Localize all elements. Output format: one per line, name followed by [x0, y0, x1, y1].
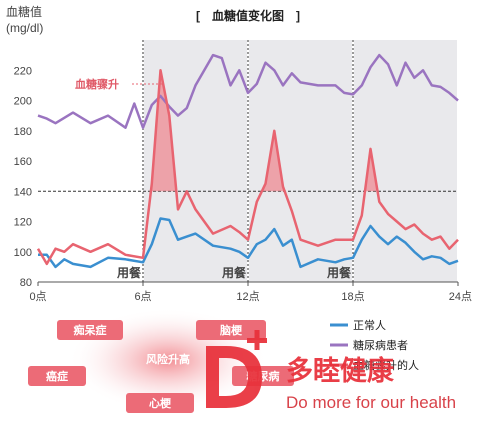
spike-area-0	[150, 70, 177, 192]
legend-label-diabetic: 糖尿病患者	[353, 338, 408, 352]
y-tick-label-5: 180	[14, 126, 32, 138]
brand-slogan: Do more for our health	[286, 393, 456, 412]
brand-logo-icon	[206, 330, 267, 408]
y-tick-label-3: 140	[14, 186, 32, 198]
risk-pill-cancer-label: 癌症	[46, 369, 68, 383]
series-line-normal	[38, 217, 459, 269]
risk-pill-cerebral-infarction: 脑梗	[196, 320, 266, 340]
x-tick-label-2: 12点	[236, 290, 259, 303]
chart-axes	[37, 40, 459, 286]
x-tick-label-4: 24点	[449, 290, 472, 303]
risk-pill-cancer: 癌症	[28, 366, 86, 386]
risk-pill-heart-attack-bg	[126, 393, 194, 413]
x-tick-label-3: 18点	[341, 290, 364, 303]
legend-item-diabetic: 糖尿病患者	[330, 338, 408, 352]
x-tick-label-1: 6点	[134, 290, 151, 303]
risk-pill-dementia-label: 痴呆症	[74, 323, 107, 337]
risk-pill-cerebral-infarction-label: 脑梗	[220, 323, 243, 337]
series-lines	[36, 53, 459, 269]
risk-pill-heart-attack: 心梗	[126, 393, 194, 413]
meal-label-2: 用餐	[326, 265, 352, 280]
meal-labels: 用餐 用餐 用餐	[116, 265, 352, 280]
risk-pill-heart-attack-label: 心梗	[149, 396, 172, 410]
y-tick-label-6: 200	[14, 96, 32, 108]
chart-title: [ 血糖值变化图 ]	[196, 8, 300, 23]
legend-item-spike: 血糖骤升的人	[330, 358, 419, 372]
y-axis-label: 血糖值	[6, 4, 42, 19]
axis-tick-labels: 80 100 120 140 160 180 200 220 0点 6点 12点 18点 24点	[14, 65, 472, 303]
y-tick-label-2: 120	[14, 217, 32, 229]
legend-label-spike: 血糖骤升的人	[353, 358, 419, 372]
risk-pill-dementia-bg	[57, 320, 123, 340]
series-line-diabetic	[37, 53, 459, 129]
risk-pill-diabetes: 糖尿病	[232, 366, 294, 386]
meal-label-0: 用餐	[116, 265, 142, 280]
brand-watermark: 多睦健康 Do more for our health	[206, 330, 456, 412]
brand-name: 多睦健康	[286, 355, 395, 387]
y-tick-label-0: 80	[20, 277, 32, 289]
legend-label-normal: 正常人	[353, 319, 386, 332]
meal-label-1: 用餐	[221, 265, 247, 280]
x-tick-label-0: 0点	[29, 290, 46, 303]
risk-center-label: 风险升高	[146, 352, 190, 366]
legend-item-normal: 正常人	[330, 319, 386, 332]
y-axis-unit: (mg/dl)	[6, 21, 43, 35]
series-line-spike	[36, 69, 459, 266]
spike-annotation: 血糖骤升	[75, 77, 164, 91]
spike-area-2	[364, 148, 378, 192]
risk-pill-cerebral-infarction-bg	[196, 320, 266, 340]
risk-pill-cancer-bg	[28, 366, 86, 386]
y-tick-label-7: 220	[14, 65, 32, 77]
legend: 正常人 糖尿病患者 血糖骤升的人	[330, 319, 419, 372]
risk-pill-dementia: 痴呆症	[57, 320, 123, 340]
meal-shade-1	[249, 40, 352, 282]
y-tick-label-4: 160	[14, 156, 32, 168]
spike-annotation-label: 血糖骤升	[75, 77, 119, 91]
y-tick-label-1: 100	[14, 247, 32, 259]
